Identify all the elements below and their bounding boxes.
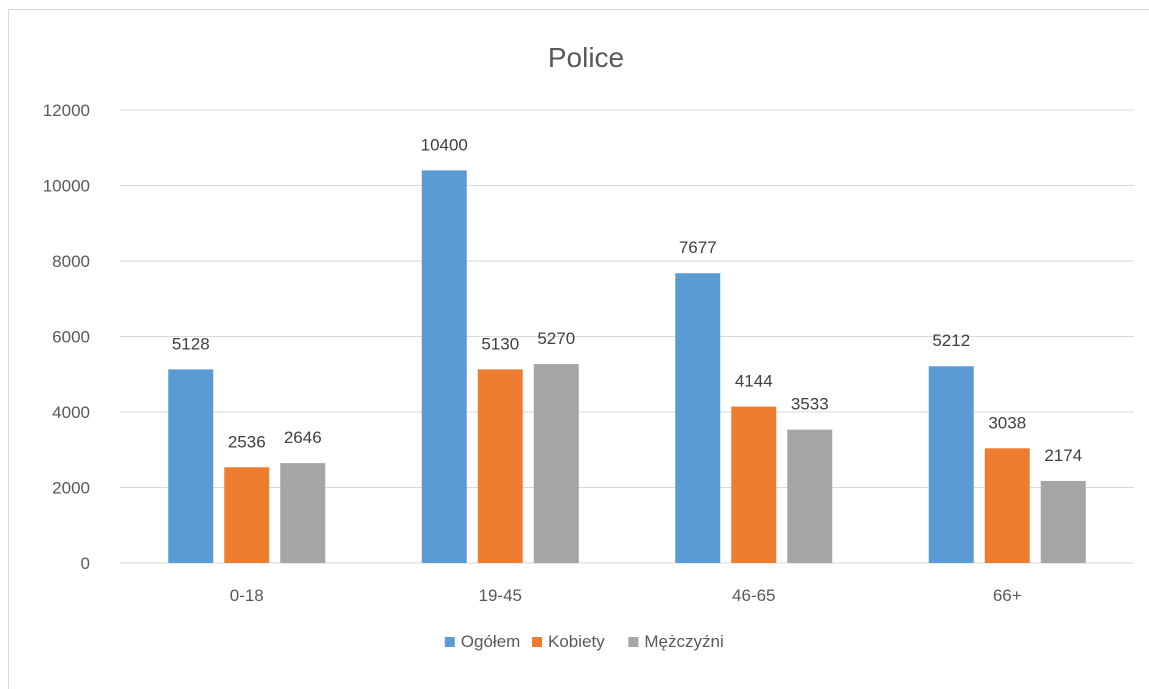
data-label: 10400 [421,135,468,154]
bar-19-45-2 [533,364,579,563]
x-tick-label: 46-65 [732,586,775,605]
chart-frame [8,9,1149,689]
y-tick-label: 12000 [43,101,90,120]
legend-label: Mężczyźni [644,632,723,651]
y-tick-label: 4000 [52,403,90,422]
x-tick-label: 19-45 [479,586,522,605]
bar-66+-0 [928,366,974,563]
data-label: 2174 [1044,446,1082,465]
y-tick-label: 0 [81,554,90,573]
legend-label: Ogółem [461,632,521,651]
legend-swatch [532,637,542,647]
data-label: 5130 [481,334,519,353]
bar-46-65-1 [731,406,777,563]
bar-66+-1 [984,448,1030,563]
x-tick-label: 66+ [993,586,1022,605]
data-label: 3533 [791,395,829,414]
chart-title: Police [548,42,624,73]
data-label: 5128 [172,334,210,353]
data-label: 7677 [679,238,717,257]
data-labels: 5128 2536 2646 10400 5130 5270 7677 4144 3533 521… [172,135,1082,465]
bar-19-45-1 [477,369,523,563]
x-axis-ticks: 0-18 19-45 46-65 66+ [230,586,1022,605]
bar-66+-2 [1040,480,1086,563]
bar-46-65-0 [675,273,721,563]
y-tick-label: 8000 [52,252,90,271]
gridlines [120,109,1134,564]
data-label: 4144 [735,372,773,391]
bar-0-18-2 [280,463,326,563]
y-axis-ticks: 0 2000 4000 6000 8000 10000 12000 [43,101,90,573]
legend-swatch [628,637,639,647]
y-tick-label: 10000 [43,177,90,196]
data-label: 2646 [284,428,322,447]
x-tick-label: 0-18 [230,586,264,605]
bar-46-65-2 [787,429,833,563]
data-label: 2536 [228,432,266,451]
bar-0-18-0 [168,369,214,563]
y-tick-label: 2000 [52,479,90,498]
legend-label: Kobiety [548,632,605,651]
data-label: 5270 [537,329,575,348]
legend: Ogółem Kobiety Mężczyźni [444,632,724,651]
y-tick-label: 6000 [52,328,90,347]
bar-0-18-1 [224,467,270,563]
data-label: 3038 [988,413,1026,432]
bars [168,170,1086,563]
data-label: 5212 [932,331,970,350]
bar-19-45-0 [421,170,467,563]
legend-swatch [444,637,455,647]
